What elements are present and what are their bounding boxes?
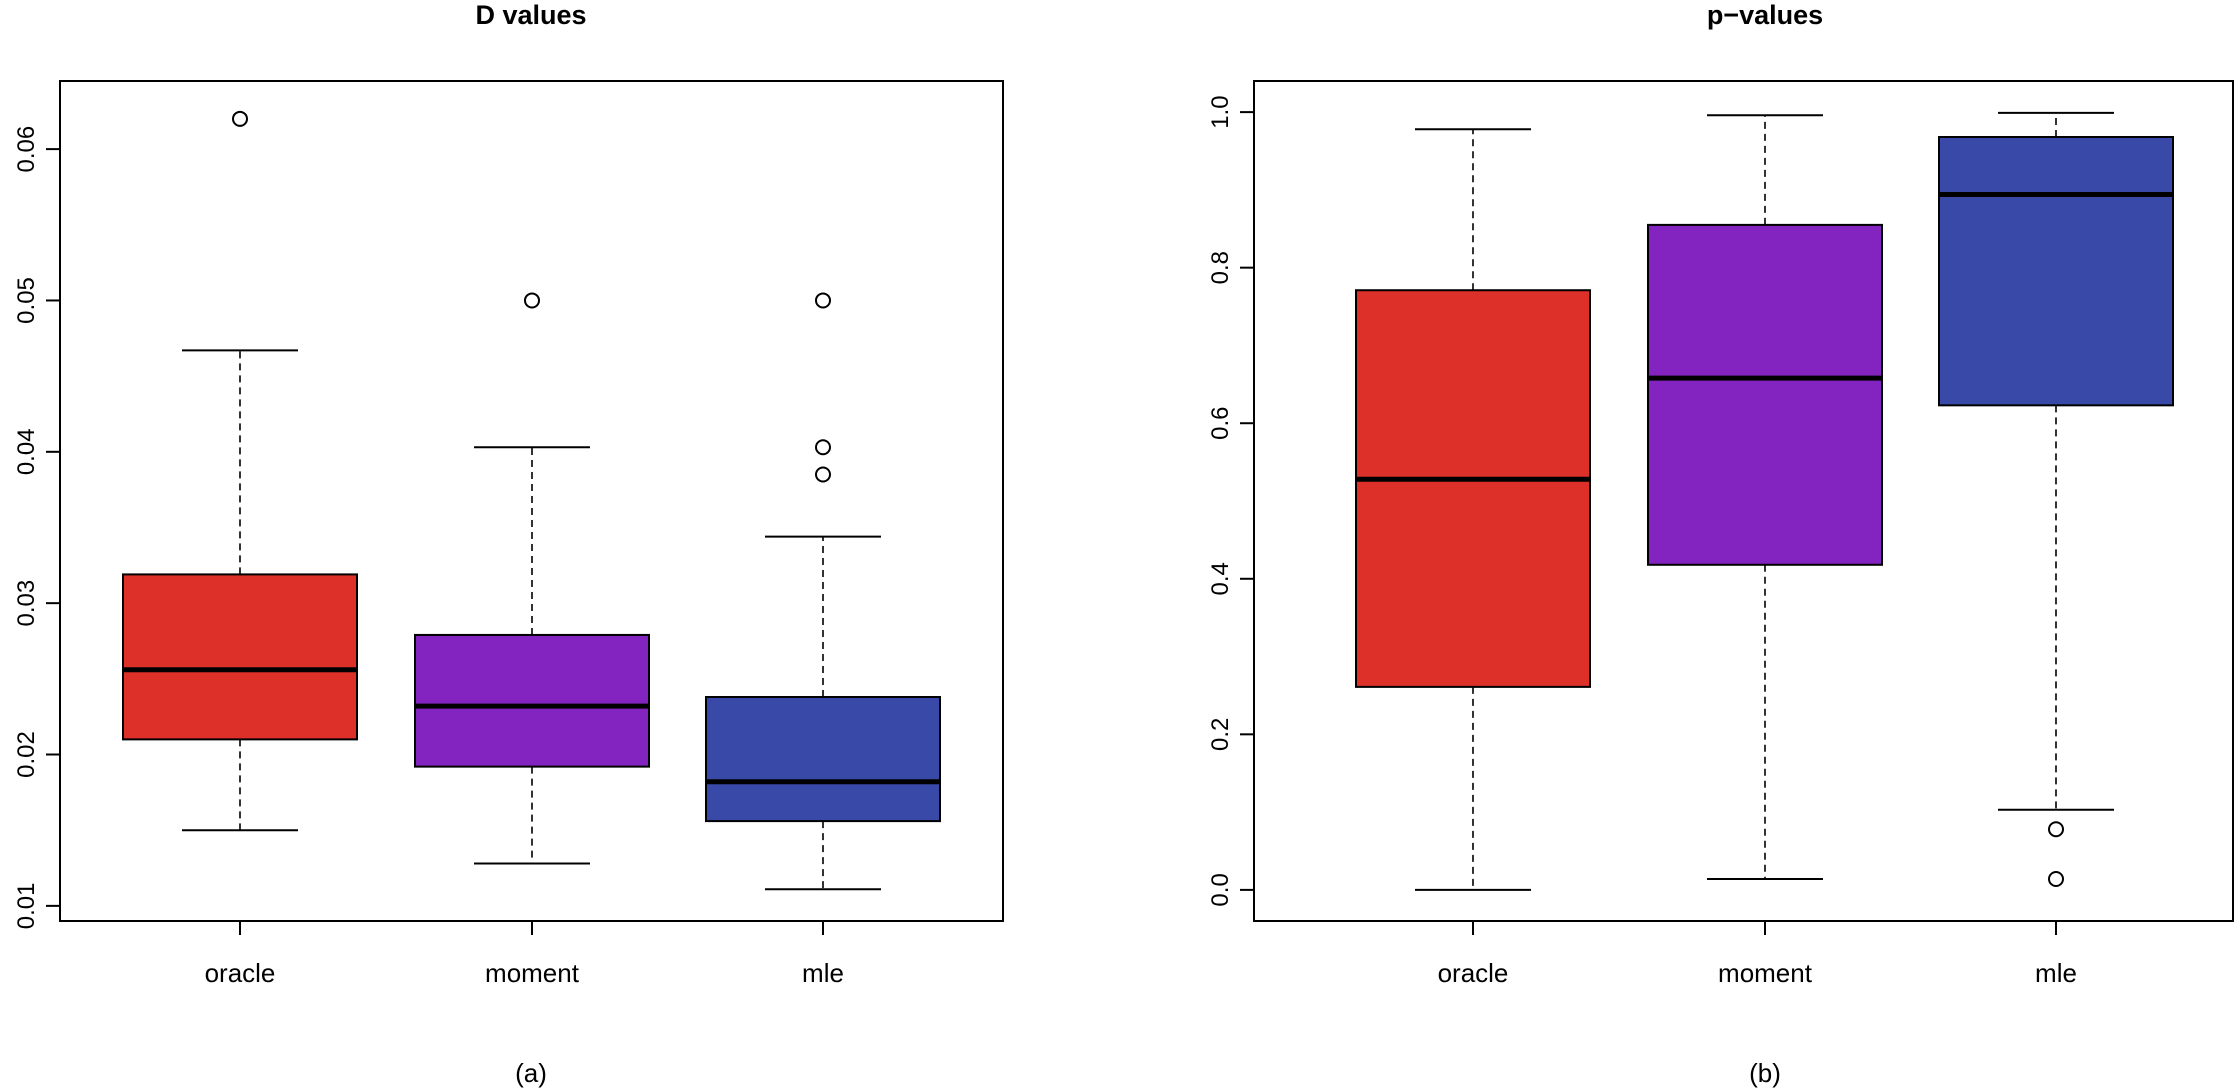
chart-1-x-tick-label: mle: [802, 958, 844, 988]
chart-2-y-tick-label: 0.4: [1207, 562, 1234, 595]
chart-2-y-tick-label: 0.2: [1207, 718, 1234, 751]
chart-1-box-mle-outlier: [815, 292, 831, 309]
chart-1-y-tick-label: 0.05: [13, 277, 40, 324]
chart-2-box-mle-outlier: [2048, 821, 2064, 838]
chart-2-x-tick-label: oracle: [1438, 958, 1509, 988]
chart-2-box-moment-iqr-rect: [1647, 223, 1883, 566]
chart-1-y-tick-label: 0.03: [13, 580, 40, 627]
chart-2-title: p−values: [1707, 0, 1823, 30]
chart-1-x-tick-label: oracle: [205, 958, 276, 988]
chart-2-y-tick-label: 0.0: [1207, 873, 1234, 906]
chart-1-caption: (a): [515, 1058, 547, 1088]
chart-1-box-oracle-outlier: [232, 110, 248, 127]
chart-1-box-oracle-iqr-rect: [122, 573, 358, 741]
chart-2-box-oracle-iqr-rect: [1355, 289, 1591, 688]
chart-2-y-tick-label: 0.8: [1207, 251, 1234, 284]
chart-1-box-mle-outlier: [815, 439, 831, 456]
chart-1-box-mle-outlier: [815, 466, 831, 483]
chart-1-box-moment-outlier: [524, 292, 540, 309]
chart-1-title: D values: [475, 0, 586, 30]
chart-1-x-tick-label: moment: [485, 958, 580, 988]
chart-2-caption: (b): [1749, 1058, 1781, 1088]
chart-2-y-tick-label: 1.0: [1207, 95, 1234, 128]
chart-1-box-moment-iqr-rect: [414, 633, 650, 768]
chart-1-y-tick-label: 0.02: [13, 731, 40, 778]
chart-1-box-mle-iqr-rect: [705, 696, 941, 823]
chart-2-x-tick-label: moment: [1718, 958, 1813, 988]
chart-1-y-tick-label: 0.04: [13, 428, 40, 475]
chart-2-y-tick-label: 0.6: [1207, 407, 1234, 440]
chart-2-box-mle-outlier: [2048, 871, 2064, 887]
chart-1-y-tick-label: 0.01: [13, 883, 40, 930]
chart-2-x-tick-label: mle: [2035, 958, 2077, 988]
chart-2-box-mle-iqr-rect: [1938, 136, 2174, 407]
chart-1-y-tick-label: 0.06: [13, 126, 40, 173]
